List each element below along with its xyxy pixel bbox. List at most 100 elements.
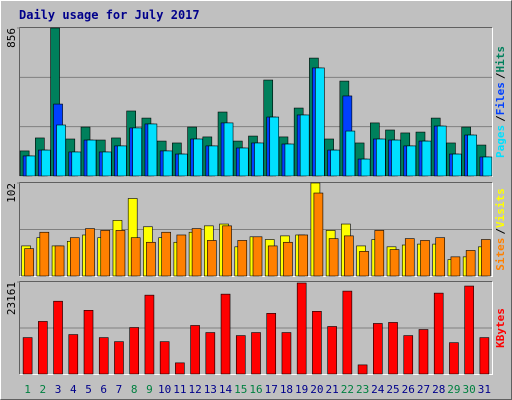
bar — [53, 300, 63, 375]
bar — [251, 332, 261, 375]
bar — [220, 293, 231, 375]
bar — [357, 364, 368, 375]
x-tick-label: 29 — [447, 383, 460, 396]
bar — [452, 153, 462, 177]
legend-separator: / — [494, 72, 507, 79]
bar — [298, 234, 308, 277]
x-tick-label: 24 — [371, 383, 385, 396]
bar — [360, 158, 371, 177]
x-tick-label: 8 — [131, 383, 138, 396]
x-tick-label: 30 — [463, 383, 476, 396]
bar — [100, 230, 111, 277]
chart-title: Daily usage for July 2017 — [19, 8, 200, 22]
bar — [467, 134, 477, 177]
bar — [328, 238, 339, 277]
x-tick-label: 22 — [341, 383, 354, 396]
bar — [159, 341, 170, 375]
x-tick-label: 26 — [402, 383, 415, 396]
legend: KBytes — [494, 308, 507, 348]
bar — [83, 310, 94, 375]
bar — [98, 337, 109, 375]
x-tick-label: 3 — [55, 383, 62, 396]
bar — [129, 327, 139, 375]
bar — [117, 145, 127, 177]
y-tick-label: 102 — [5, 183, 18, 203]
bar — [235, 335, 246, 375]
bar — [207, 240, 217, 277]
bar — [436, 125, 447, 177]
x-tick-label: 1 — [24, 383, 31, 396]
x-tick-label: 14 — [219, 383, 233, 396]
bar — [205, 332, 216, 375]
bar — [38, 321, 48, 375]
legend: Sites /Visits — [494, 188, 507, 271]
bar — [283, 241, 293, 277]
bar — [481, 239, 491, 277]
y-tick-label: 23161 — [5, 282, 18, 315]
bar — [114, 341, 124, 375]
panel-frame-light — [19, 281, 493, 375]
bar — [313, 192, 324, 277]
x-tick-label: 16 — [249, 383, 262, 396]
bar — [222, 225, 232, 277]
bar — [449, 342, 459, 375]
legend-entry: KBytes — [494, 308, 507, 348]
x-tick-label: 9 — [146, 383, 153, 396]
bar — [69, 237, 80, 277]
legend-entry: Files — [494, 82, 507, 115]
x-tick-label: 31 — [478, 383, 491, 396]
bar — [418, 329, 429, 375]
bar — [421, 140, 432, 177]
legend-separator: / — [494, 228, 507, 235]
bar — [190, 325, 200, 375]
bar — [25, 155, 36, 177]
x-tick-label: 12 — [188, 383, 201, 396]
bar — [267, 245, 278, 277]
bar — [146, 241, 156, 277]
bar — [39, 231, 50, 277]
bar — [406, 145, 417, 177]
bar — [101, 151, 112, 177]
bar — [391, 139, 401, 177]
bar — [24, 248, 34, 277]
bar — [132, 127, 142, 177]
bar — [376, 138, 386, 177]
legend: Pages/Files/Hits — [494, 46, 507, 158]
bar — [330, 149, 340, 177]
bar — [342, 290, 353, 375]
legend-entry: Visits — [494, 188, 507, 228]
x-tick-label: 20 — [310, 383, 323, 396]
bar — [54, 245, 65, 277]
bar — [373, 323, 383, 375]
bar — [130, 237, 141, 277]
x-tick-label: 19 — [295, 383, 308, 396]
bar — [344, 235, 354, 277]
x-tick-label: 23 — [356, 383, 369, 396]
x-tick-label: 11 — [173, 383, 186, 396]
x-tick-label: 18 — [280, 383, 293, 396]
bar — [482, 156, 493, 177]
bar — [464, 285, 474, 375]
bar — [299, 114, 310, 177]
bar — [284, 143, 295, 177]
bar — [254, 142, 264, 177]
x-tick-label: 17 — [265, 383, 278, 396]
bar — [71, 151, 82, 177]
legend-separator: / — [494, 115, 507, 122]
bar — [208, 145, 219, 177]
x-tick-label: 2 — [40, 383, 47, 396]
x-tick-label: 15 — [234, 383, 247, 396]
x-tick-label: 13 — [204, 383, 217, 396]
bar — [388, 322, 398, 375]
bar — [433, 292, 444, 375]
x-tick-label: 25 — [386, 383, 399, 396]
bar — [315, 67, 325, 177]
bar — [85, 228, 95, 277]
legend-entry: Hits — [494, 46, 507, 73]
x-tick-label: 4 — [70, 383, 77, 396]
bar — [56, 124, 66, 177]
bar — [22, 337, 33, 375]
bar — [191, 228, 202, 277]
bar — [465, 250, 476, 277]
